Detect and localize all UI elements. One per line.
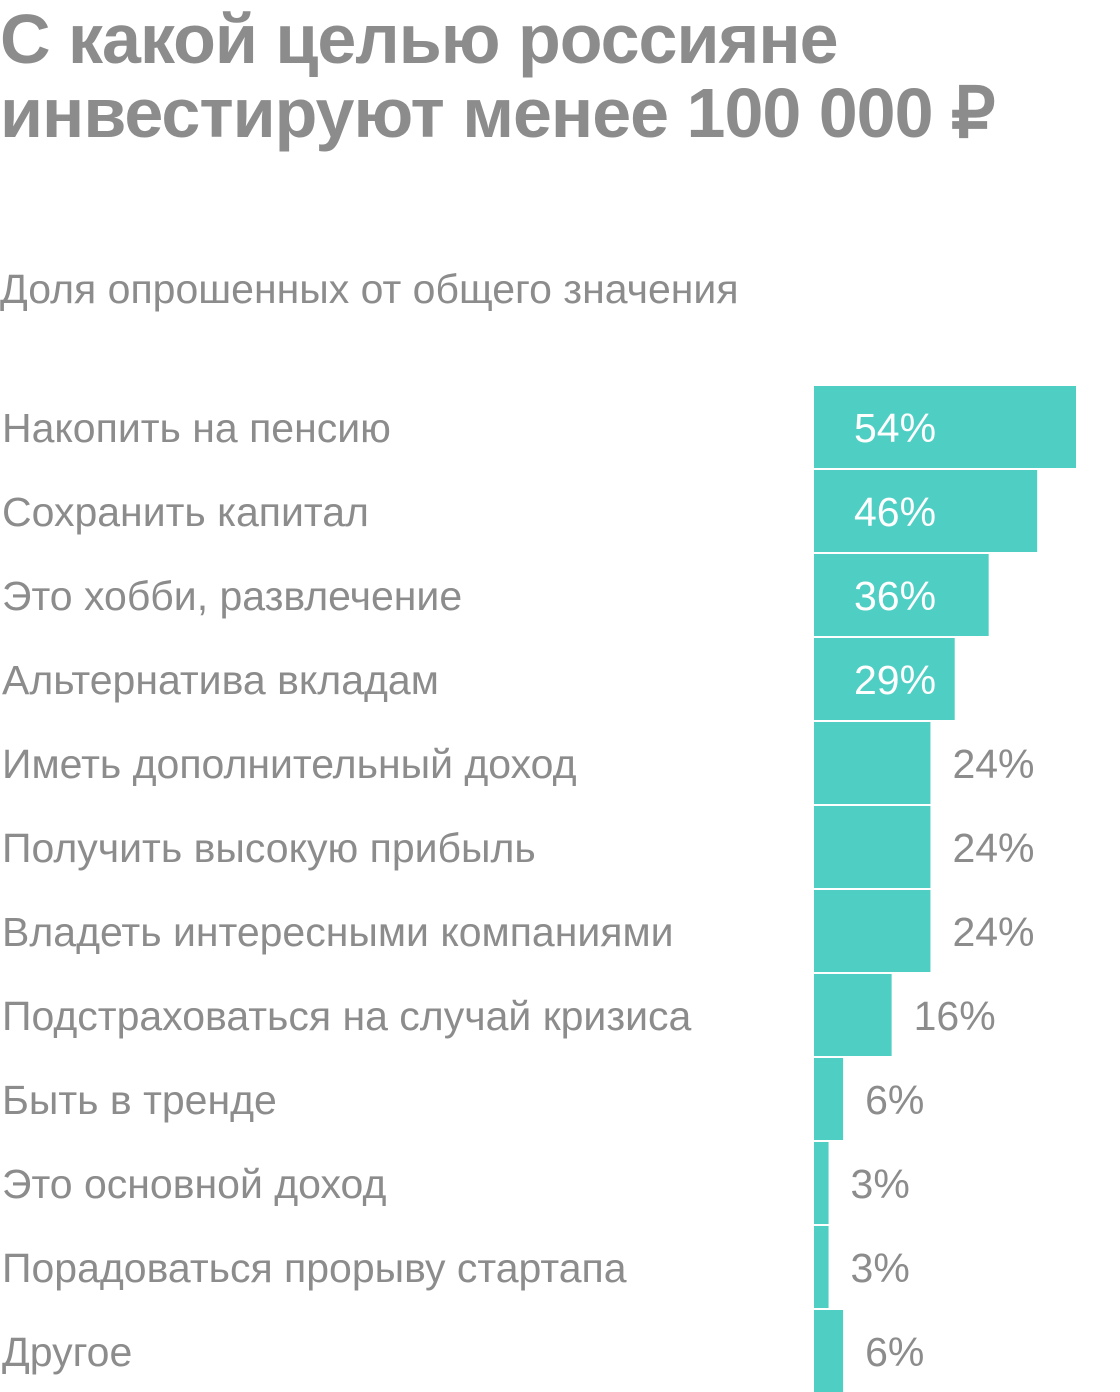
category-label: Быть в тренде bbox=[2, 1077, 277, 1123]
category-label: Получить высокую прибыль bbox=[2, 825, 536, 871]
chart-subtitle: Доля опрошенных от общего значения bbox=[0, 266, 739, 312]
value-label: 6% bbox=[865, 1329, 924, 1375]
bar bbox=[814, 1142, 829, 1224]
value-label: 6% bbox=[865, 1077, 924, 1123]
bar bbox=[814, 806, 931, 888]
category-label: Альтернатива вкладам bbox=[2, 657, 439, 703]
value-label: 36% bbox=[854, 573, 936, 619]
value-label: 54% bbox=[854, 405, 936, 451]
category-label: Другое bbox=[2, 1329, 132, 1375]
bar bbox=[814, 890, 931, 972]
bar bbox=[814, 554, 989, 636]
bar bbox=[814, 386, 1076, 468]
value-label: 16% bbox=[914, 993, 996, 1039]
category-label: Порадоваться прорыву стартапа bbox=[2, 1245, 627, 1291]
chart-title: С какой целью россияне инвестируют менее… bbox=[0, 0, 996, 152]
bar bbox=[814, 1058, 844, 1140]
value-label: 24% bbox=[952, 825, 1034, 871]
bar bbox=[814, 974, 892, 1056]
category-label: Владеть интересными компаниями bbox=[2, 909, 674, 955]
bar bbox=[814, 1226, 829, 1308]
value-label: 29% bbox=[854, 657, 936, 703]
value-label: 24% bbox=[952, 909, 1034, 955]
category-label: Подстраховаться на случай кризиса bbox=[2, 993, 692, 1039]
bar bbox=[814, 722, 931, 804]
bar bbox=[814, 470, 1038, 552]
bar bbox=[814, 1310, 844, 1392]
category-label: Это хобби, развлечение bbox=[2, 573, 462, 619]
bar bbox=[814, 638, 955, 720]
value-label: 3% bbox=[851, 1161, 910, 1207]
value-label: 24% bbox=[952, 741, 1034, 787]
category-label: Иметь дополнительный доход bbox=[2, 741, 577, 787]
value-label: 3% bbox=[851, 1245, 910, 1291]
category-label: Это основной доход bbox=[2, 1161, 386, 1207]
category-label: Накопить на пенсию bbox=[2, 405, 391, 451]
category-label: Сохранить капитал bbox=[2, 489, 369, 535]
value-label: 46% bbox=[854, 489, 936, 535]
